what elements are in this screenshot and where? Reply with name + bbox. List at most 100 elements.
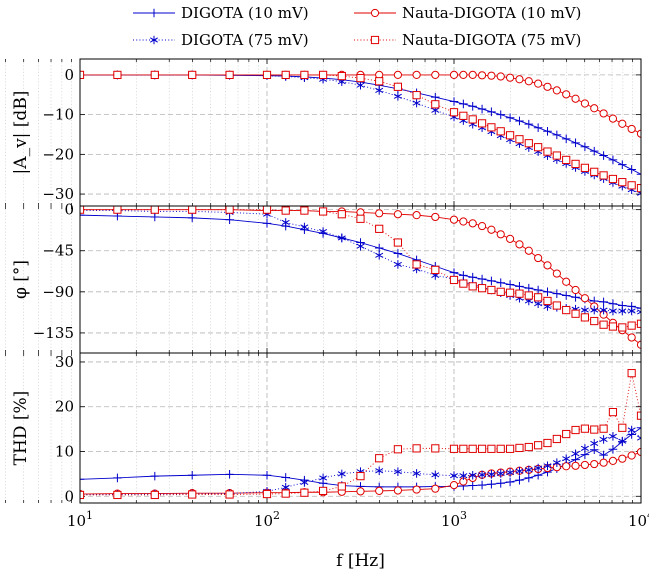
data-point [534,293,543,302]
data-point [543,461,552,471]
data-point [533,285,543,295]
data-point [487,123,496,132]
y-tick-label: 20 [55,398,74,416]
data-point [496,478,506,488]
panel-2: 0 −45 −90 −135 φ [°] [5,201,642,354]
data-point [618,178,627,187]
data-point [562,90,571,99]
panel-3: 0 10 20 30 THD [%] [5,352,642,505]
data-point [468,272,478,282]
x-axis: 101 102 103 104 f [Hz] [67,509,649,571]
data-point [543,296,552,306]
data-point [318,486,328,496]
data-point [468,444,477,453]
data-point [636,423,641,433]
data-point [412,485,421,494]
data-point [356,214,365,223]
data-point [356,487,365,496]
data-point [515,282,524,291]
data-point [534,79,543,88]
y-tick-label: 0 [64,66,74,84]
data-point [524,283,534,293]
data-point [150,70,159,79]
data-point [562,429,571,439]
data-point [225,206,234,214]
data-point [580,424,590,433]
data-point [375,77,384,86]
data-point [571,285,580,295]
data-point [337,482,346,491]
data-point [188,70,197,79]
series-nauta-digota-75-mv [80,70,641,193]
data-point [515,289,524,298]
data-point [505,131,515,140]
panel-frame [79,205,642,354]
data-point [375,466,384,476]
data-point [449,275,459,285]
data-point [393,82,403,91]
data-point [599,320,608,329]
data-point [262,470,272,480]
data-point [608,114,618,123]
data-point [281,473,291,482]
data-point [356,73,365,83]
data-point [375,224,384,233]
data-point [618,306,627,316]
data-point [552,269,561,278]
legend-label: DIGOTA (75 mV) [181,31,309,49]
data-point [318,70,328,79]
data-point [608,444,618,454]
data-point [627,181,636,190]
data-point [637,433,641,443]
data-point [505,288,515,297]
data-point [524,442,533,452]
data-point [468,282,477,291]
data-point [374,243,384,253]
data-point [561,134,571,144]
legend-marker [370,8,380,18]
data-point [487,225,496,234]
data-point [505,477,515,487]
data-point [225,470,234,479]
data-point [262,206,272,214]
data-point [337,469,346,479]
data-point [636,411,641,420]
data-point [590,425,599,434]
data-point [496,230,505,239]
data-point [468,101,478,111]
data-point [393,260,402,269]
data-point [459,279,468,288]
data-point [515,116,524,126]
data-point [590,104,599,113]
data-point [496,110,506,119]
data-point [113,70,122,79]
data-point [459,471,468,480]
data-point [477,274,487,284]
y-tick-label: −10 [42,106,74,124]
legend-label: Nauta-DIGOTA (75 mV) [402,31,581,49]
data-point [627,369,636,378]
data-point [608,306,617,316]
data-point [375,454,384,463]
data-point [505,73,515,82]
data-point [524,77,533,86]
data-point [468,481,478,490]
data-point [393,70,403,79]
data-point [590,316,599,326]
data-point [580,444,589,453]
data-point [225,490,234,499]
legend-label: Nauta-DIGOTA (10 mV) [402,4,581,22]
data-point [225,215,234,224]
legend-marker [149,8,159,18]
data-point [524,465,533,475]
legend: DIGOTA (10 mV) Nauta-DIGOTA (10 mV) DIGOTA… [133,4,581,49]
data-point [617,160,627,169]
data-point [356,241,365,251]
data-point [431,444,440,453]
data-point [627,333,636,342]
data-point [150,206,159,214]
data-point [487,276,496,286]
data-point [393,238,403,247]
series-nauta-digota-10-mv [80,206,641,349]
